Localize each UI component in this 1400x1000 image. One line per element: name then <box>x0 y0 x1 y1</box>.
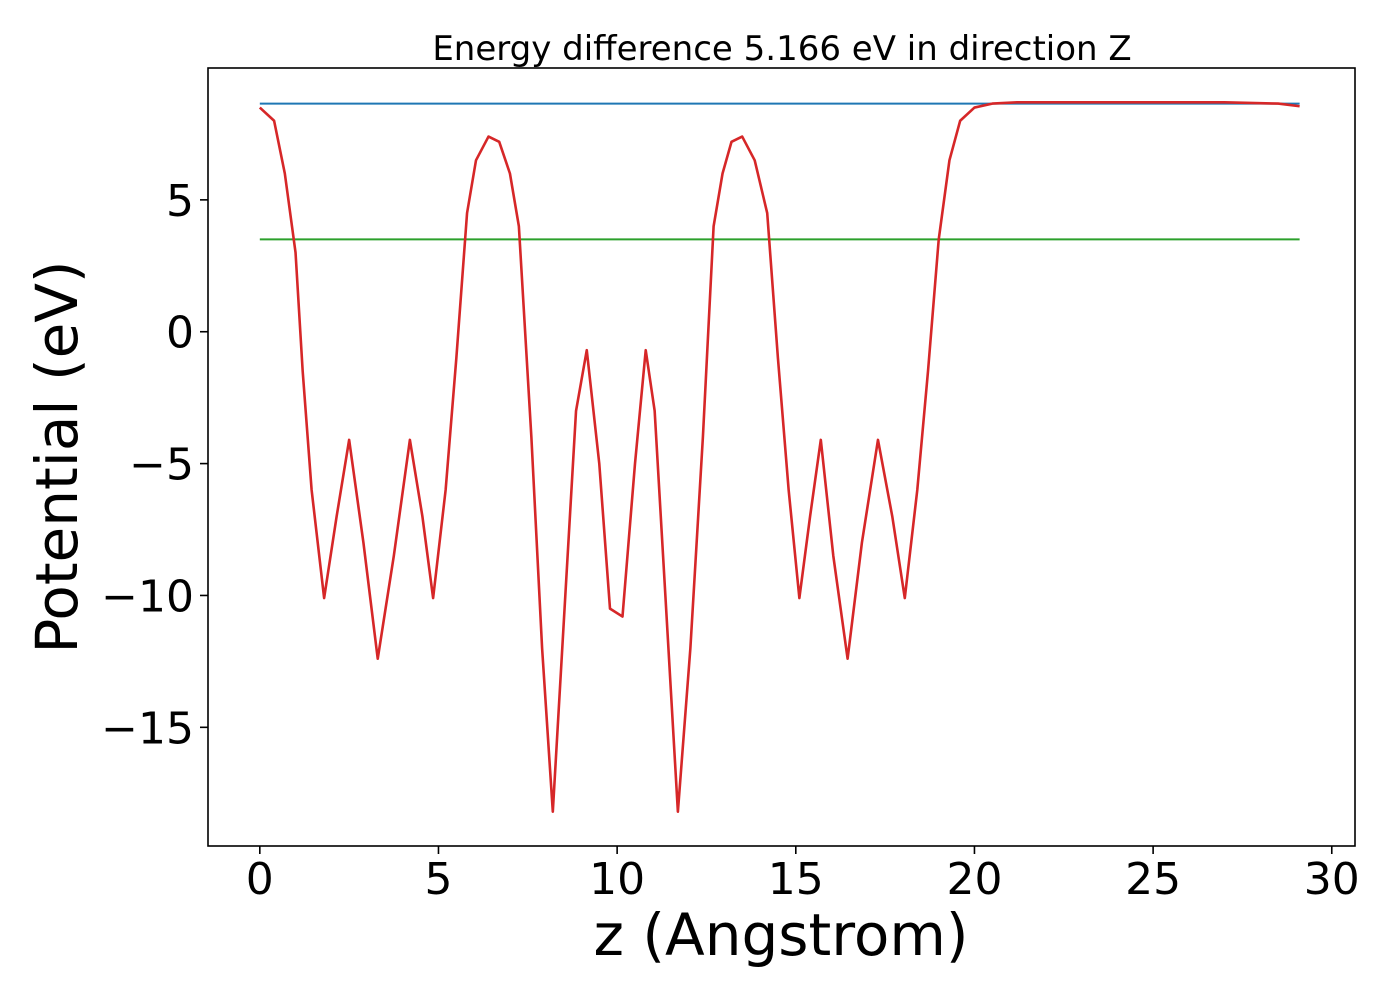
y-tick-label: −10 <box>101 571 194 622</box>
y-tick-label: −5 <box>129 440 194 491</box>
x-tick-label: 30 <box>1304 854 1360 905</box>
series-line-3 <box>258 100 1300 814</box>
y-axis-label: Potential (eV) <box>23 260 91 653</box>
x-tick-label: 20 <box>946 854 1002 905</box>
y-tick-label: 5 <box>166 176 194 227</box>
x-axis-ticks: 0 5 10 15 20 25 30 <box>246 846 1360 905</box>
y-tick-label: 0 <box>166 308 194 359</box>
x-tick-label: 0 <box>246 854 274 905</box>
x-tick-label: 5 <box>424 854 452 905</box>
x-tick-label: 15 <box>768 854 824 905</box>
plot-frame <box>207 67 1356 847</box>
x-axis-label: z (Angstrom) <box>594 901 969 969</box>
x-tick-label: 10 <box>589 854 645 905</box>
series-layer <box>258 100 1300 814</box>
plot-area <box>207 67 1356 847</box>
plot-background <box>208 68 1355 846</box>
y-tick-label: −15 <box>101 703 194 754</box>
chart-title: Energy difference 5.166 eV in direction … <box>432 29 1131 69</box>
x-tick-label: 25 <box>1125 854 1181 905</box>
y-axis-ticks: −15 −10 −5 0 5 <box>101 176 208 754</box>
